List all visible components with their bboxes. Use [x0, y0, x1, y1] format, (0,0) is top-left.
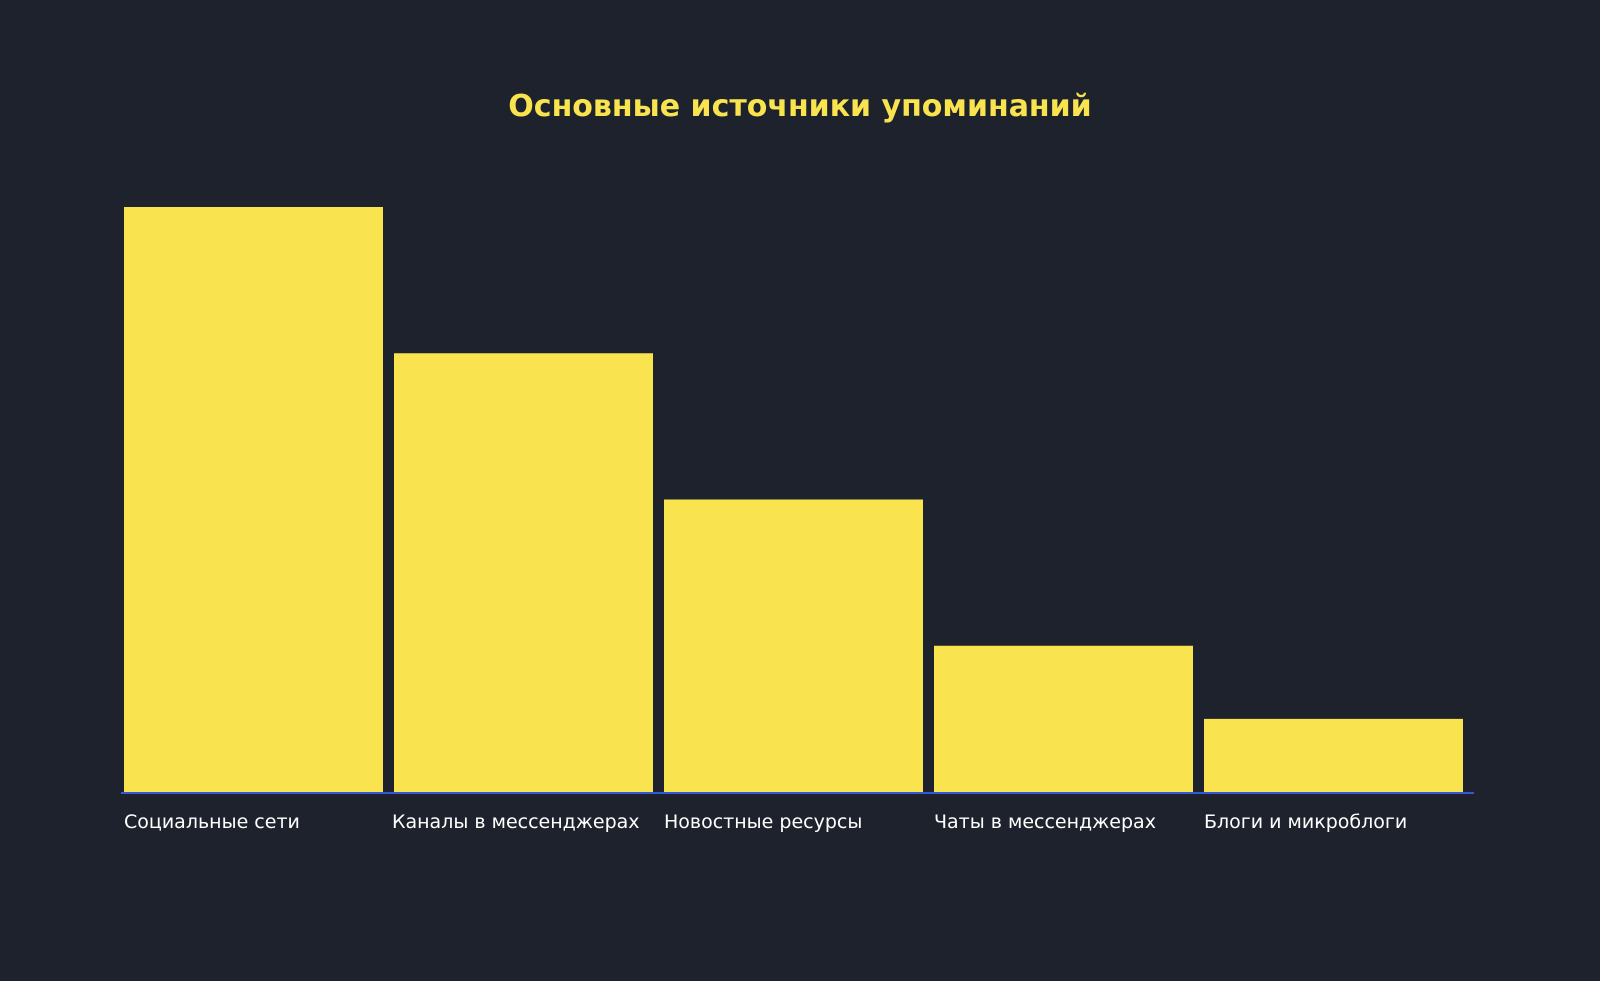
x-tick-label: Чаты в мессенджерах — [934, 811, 1156, 833]
x-tick-label: Новостные ресурсы — [664, 811, 862, 833]
chart-title: Основные источники упоминаний — [508, 89, 1092, 124]
x-tick-label: Социальные сети — [124, 811, 300, 833]
bar-1 — [124, 207, 383, 792]
bar-3 — [664, 499, 923, 792]
bar-2 — [394, 353, 653, 792]
bar-5 — [1204, 718, 1463, 792]
x-tick-label: Каналы в мессенджерах — [392, 811, 640, 833]
x-tick-label: Блоги и микроблоги — [1204, 811, 1407, 833]
bar-4 — [934, 645, 1193, 792]
